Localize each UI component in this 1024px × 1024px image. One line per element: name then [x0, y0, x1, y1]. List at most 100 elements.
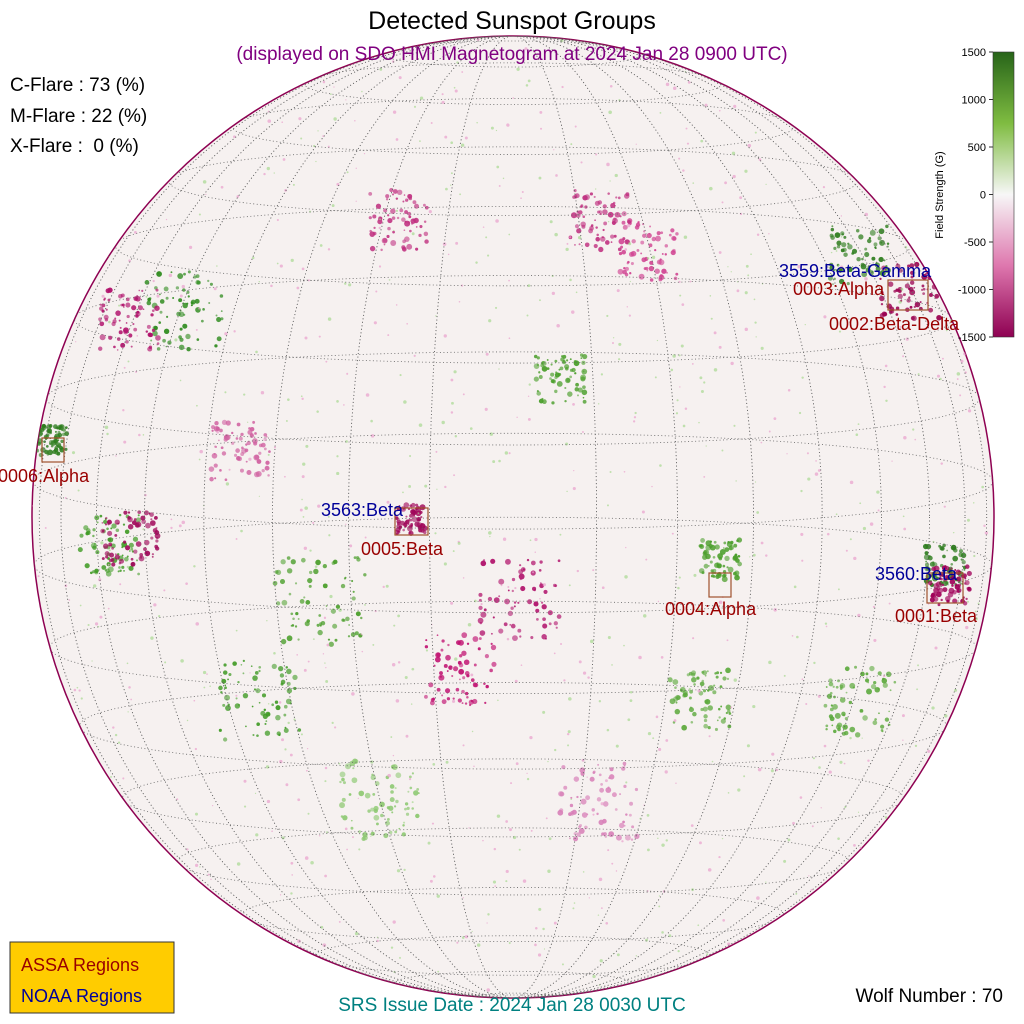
magnetic-speck — [548, 837, 552, 841]
magnetic-spot — [127, 511, 131, 514]
magnetic-spot — [411, 807, 414, 810]
magnetic-spot — [883, 259, 886, 262]
magnetic-spot — [734, 570, 740, 576]
magnetic-speck — [403, 400, 407, 404]
magnetic-spot — [281, 599, 288, 606]
magnetic-speck — [345, 99, 347, 101]
magnetic-spot — [671, 235, 677, 241]
magnetic-spot — [145, 330, 149, 333]
magnetic-spot — [624, 834, 631, 841]
magnetic-speck — [409, 455, 412, 458]
magnetic-speck — [745, 264, 749, 268]
magnetic-speck — [673, 719, 677, 722]
magnetic-speck — [914, 744, 918, 748]
magnetic-spot — [150, 536, 154, 540]
magnetic-spot — [154, 305, 160, 311]
magnetic-spot — [608, 831, 615, 838]
magnetic-spot — [937, 603, 941, 607]
magnetic-spot — [415, 247, 419, 251]
magnetic-spot — [151, 553, 155, 556]
magnetic-speck — [284, 748, 287, 751]
magnetic-spot — [619, 793, 622, 796]
magnetic-spot — [737, 554, 741, 558]
magnetic-spot — [893, 289, 897, 293]
magnetic-spot — [351, 580, 354, 583]
magnetic-spot — [693, 683, 696, 686]
magnetic-spot — [351, 596, 356, 601]
magnetic-speck — [867, 759, 870, 762]
magnetic-speck — [538, 907, 542, 911]
magnetic-spot — [914, 261, 920, 268]
magnetic-spot — [390, 790, 394, 794]
magnetic-spot — [348, 793, 352, 796]
magnetic-spot — [114, 554, 120, 560]
magnetic-speck — [528, 383, 531, 386]
magnetic-speck — [266, 799, 271, 804]
magnetic-spot — [118, 293, 123, 299]
magnetic-spot — [133, 327, 138, 332]
magnetic-speck — [77, 489, 80, 492]
magnetic-spot — [492, 616, 495, 619]
magnetic-speck — [273, 172, 275, 174]
magnetic-spot — [102, 543, 109, 549]
magnetic-speck — [327, 145, 330, 148]
magnetic-spot — [879, 277, 882, 281]
magnetic-speck — [209, 685, 211, 687]
magnetic-spot — [562, 354, 567, 359]
magnetic-speck — [902, 515, 905, 518]
magnetic-speck — [495, 219, 499, 223]
magnetic-spot — [479, 630, 486, 636]
magnetic-spot — [202, 308, 205, 311]
magnetic-speck — [158, 614, 161, 618]
magnetic-speck — [927, 749, 931, 753]
magnetic-spot — [573, 776, 580, 782]
magnetic-spot — [527, 599, 533, 605]
magnetic-speck — [974, 610, 977, 613]
magnetic-spot — [842, 724, 848, 730]
magnetic-spot — [654, 268, 660, 274]
magnetic-speck — [108, 320, 111, 324]
magnetic-speck — [301, 267, 305, 271]
magnetic-speck — [655, 715, 659, 719]
magnetic-speck — [352, 836, 354, 839]
magnetic-spot — [480, 560, 487, 567]
magnetic-spot — [339, 780, 342, 784]
magnetic-speck — [853, 556, 857, 561]
magnetic-spot — [858, 234, 864, 240]
magnetic-speck — [236, 195, 240, 198]
magnetic-spot — [950, 567, 953, 570]
magnetic-spot — [869, 229, 876, 236]
magnetic-speck — [581, 431, 584, 433]
magnetic-spot — [874, 718, 877, 721]
magnetic-spot — [118, 330, 123, 335]
magnetic-speck — [486, 988, 490, 992]
magnetic-spot — [231, 431, 234, 435]
magnetic-speck — [210, 878, 212, 881]
magnetic-speck — [314, 565, 318, 568]
magnetic-spot — [700, 707, 704, 712]
magnetic-speck — [959, 394, 962, 397]
magnetic-spot — [719, 671, 723, 675]
magnetic-speck — [572, 486, 576, 491]
magnetic-speck — [956, 372, 961, 376]
magnetic-speck — [361, 90, 363, 93]
magnetic-spot — [265, 460, 270, 465]
magnetic-spot — [179, 337, 184, 342]
magnetic-speck — [600, 802, 604, 806]
magnetic-spot — [871, 256, 876, 261]
magnetic-spot — [130, 345, 133, 348]
magnetic-speck — [506, 123, 510, 127]
magnetic-spot — [722, 547, 725, 549]
magnetic-spot — [622, 761, 627, 766]
magnetic-spot — [924, 562, 930, 567]
magnetic-speck — [75, 341, 77, 343]
magnetic-spot — [409, 518, 413, 522]
magnetic-speck — [327, 317, 332, 321]
magnetic-spot — [614, 808, 618, 811]
magnetic-speck — [322, 943, 327, 947]
magnetic-spot — [574, 244, 576, 246]
magnetic-spot — [566, 359, 569, 362]
magnetic-spot — [829, 716, 835, 722]
magnetic-spot — [231, 441, 235, 445]
magnetic-speck — [608, 110, 612, 115]
